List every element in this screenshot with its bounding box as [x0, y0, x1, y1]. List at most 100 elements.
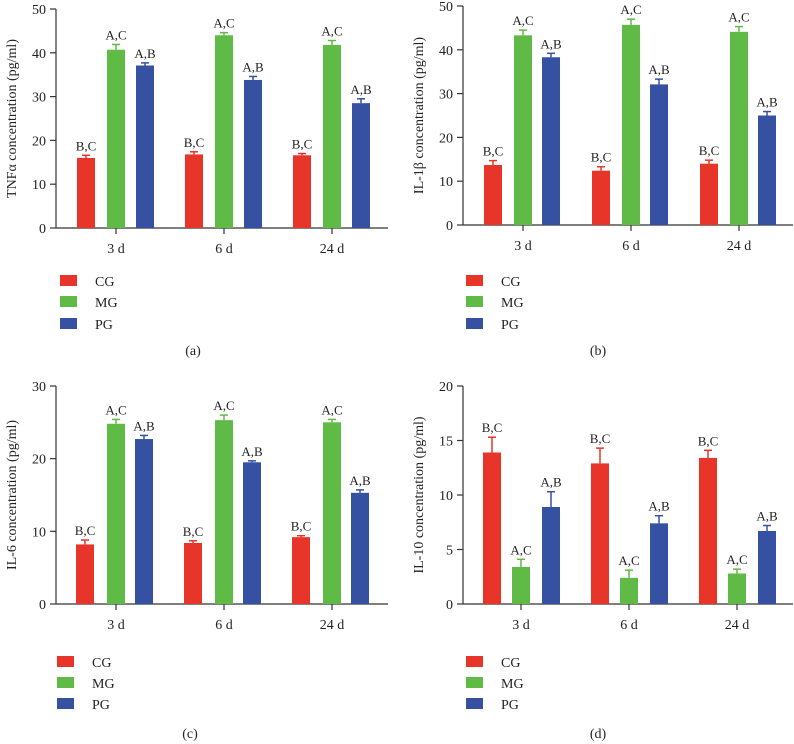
y-tick-label: 50	[32, 3, 46, 18]
bar-cg	[484, 164, 502, 225]
legend-label: MG	[501, 296, 524, 311]
bar-pg	[542, 57, 560, 225]
significance-label: A,B	[648, 499, 670, 514]
bar-mg	[215, 420, 233, 604]
significance-label: A,B	[648, 62, 670, 77]
y-tick-label: 50	[439, 0, 453, 15]
significance-label: A,C	[726, 552, 747, 567]
legend-label: PG	[501, 318, 519, 333]
significance-label: A,C	[105, 27, 126, 42]
legend-label: MG	[501, 677, 524, 692]
bar-cg	[592, 170, 610, 225]
chart-panel-c: 0 10 20 30 IL-6 concentration (pg/ml) B,C A,C A…	[5, 380, 388, 742]
bar-mg	[323, 422, 341, 604]
significance-label: A,B	[756, 509, 778, 524]
chart-panel-a: 0 10 20 30 40 50 TNFα concentration (pg/ml) B,C…	[5, 3, 388, 359]
significance-label: A,B	[241, 444, 263, 459]
legend-swatch-mg	[60, 296, 77, 307]
x-tick-label: 6 d	[622, 239, 640, 254]
legend-swatch-pg	[60, 318, 77, 329]
y-tick-label: 20	[439, 380, 453, 395]
significance-label: A,B	[350, 82, 372, 97]
significance-label: A,B	[133, 418, 155, 433]
legend-label: MG	[95, 296, 118, 311]
bar-pg	[244, 79, 262, 229]
legend-swatch-pg	[466, 318, 483, 329]
significance-label: B,C	[698, 433, 719, 448]
y-tick-label: 20	[439, 131, 453, 146]
bar-mg	[514, 35, 532, 225]
y-axis-title: TNFα concentration (pg/ml)	[5, 39, 20, 198]
bar-pg	[542, 506, 560, 604]
significance-label: B,C	[75, 523, 96, 538]
significance-label: A,C	[620, 2, 641, 17]
legend-swatch-cg	[57, 656, 74, 667]
legend-swatch-mg	[57, 677, 74, 688]
significance-label: A,B	[134, 46, 156, 61]
panel-caption: (c)	[182, 727, 198, 742]
legend-swatch-pg	[57, 698, 74, 709]
y-axis-title: IL-1β concentration (pg/ml)	[412, 37, 427, 195]
y-axis-title: IL-6 concentration (pg/ml)	[5, 420, 20, 570]
significance-label: A,B	[349, 473, 371, 488]
legend-swatch-pg	[466, 698, 483, 709]
significance-label: B,C	[292, 137, 313, 152]
bar-pg	[243, 462, 261, 604]
bar-pg	[352, 103, 370, 228]
panel-caption: (b)	[590, 344, 607, 359]
significance-label: B,C	[184, 135, 205, 150]
bar-mg	[323, 44, 341, 228]
x-tick-label: 3 d	[512, 618, 530, 633]
significance-label: A,C	[213, 16, 234, 31]
legend-swatch-cg	[466, 275, 483, 286]
significance-label: B,C	[483, 144, 504, 159]
bar-mg	[728, 573, 746, 604]
significance-label: A,C	[105, 402, 126, 417]
y-tick-label: 0	[446, 598, 453, 613]
significance-label: B,C	[591, 150, 612, 165]
bar-mg	[622, 24, 640, 225]
significance-label: B,C	[482, 420, 503, 435]
legend-swatch-cg	[466, 656, 483, 667]
legend-swatch-mg	[466, 296, 483, 307]
bar-pg	[351, 492, 369, 604]
legend-label: PG	[92, 698, 110, 713]
significance-label: A,C	[512, 13, 533, 28]
y-tick-label: 0	[39, 222, 46, 237]
legend-label: PG	[95, 318, 113, 333]
significance-label: B,C	[76, 138, 97, 153]
bar-cg	[591, 463, 609, 604]
y-tick-label: 40	[439, 44, 453, 59]
y-tick-label: 30	[32, 91, 46, 106]
y-tick-label: 10	[32, 178, 46, 193]
bar-cg	[185, 154, 203, 228]
y-tick-label: 30	[32, 380, 46, 395]
bar-cg	[483, 452, 501, 604]
y-tick-label: 30	[439, 88, 453, 103]
significance-label: A,C	[510, 542, 531, 557]
legend-label: CG	[501, 656, 520, 671]
significance-label: B,C	[699, 143, 720, 158]
x-tick-label: 3 d	[514, 239, 532, 254]
bar-cg	[700, 163, 718, 225]
legend-label: CG	[501, 275, 520, 290]
x-tick-label: 6 d	[215, 618, 233, 633]
legend-swatch-mg	[466, 677, 483, 688]
chart-panel-d: 0 5 10 15 20 IL-10 concentration (pg/ml) B,C A,…	[412, 380, 793, 742]
y-tick-label: 20	[32, 134, 46, 149]
significance-label: B,C	[183, 524, 204, 539]
x-tick-label: 24 d	[727, 239, 752, 254]
y-tick-label: 20	[32, 453, 46, 468]
y-tick-label: 40	[32, 47, 46, 62]
y-axis-title: IL-10 concentration (pg/ml)	[412, 416, 427, 573]
panel-caption: (d)	[590, 727, 607, 742]
significance-label: A,C	[321, 24, 342, 39]
bar-pg	[650, 523, 668, 604]
bar-cg	[292, 537, 310, 604]
bar-pg	[758, 115, 776, 225]
significance-label: A,C	[213, 398, 234, 413]
y-tick-label: 5	[446, 544, 453, 559]
y-tick-label: 10	[439, 489, 453, 504]
legend-label: MG	[92, 677, 115, 692]
